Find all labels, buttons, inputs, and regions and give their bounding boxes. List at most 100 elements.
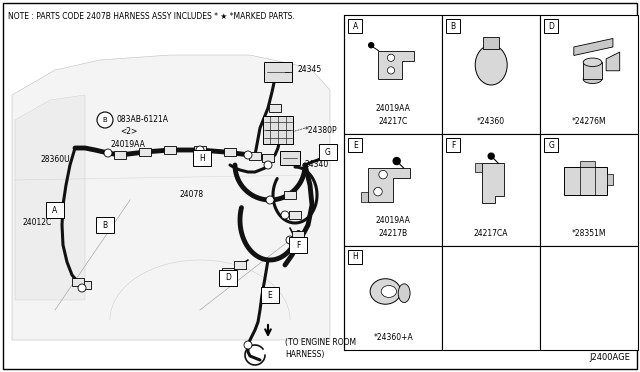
- Bar: [79, 281, 91, 289]
- Bar: [344, 134, 442, 246]
- Bar: [219, 270, 237, 286]
- Text: A: A: [353, 22, 358, 31]
- Text: 24217B: 24217B: [379, 229, 408, 238]
- Bar: [280, 151, 300, 165]
- Text: 24217CA: 24217CA: [474, 229, 508, 238]
- Bar: [193, 150, 211, 166]
- Circle shape: [379, 170, 387, 179]
- Bar: [292, 231, 304, 239]
- Bar: [544, 138, 558, 152]
- Text: F: F: [451, 141, 456, 150]
- Text: 24019AA: 24019AA: [376, 216, 411, 225]
- Bar: [289, 237, 307, 253]
- Text: H: H: [353, 252, 358, 261]
- Text: *28351M: *28351M: [572, 229, 606, 238]
- Text: F: F: [296, 241, 300, 250]
- Text: H: H: [199, 154, 205, 163]
- Circle shape: [281, 211, 289, 219]
- Text: B: B: [102, 117, 108, 123]
- Bar: [544, 19, 558, 33]
- Text: J2400AGE: J2400AGE: [589, 353, 630, 362]
- Bar: [442, 134, 540, 246]
- Bar: [262, 154, 274, 162]
- Text: <2>: <2>: [120, 127, 137, 136]
- Text: NOTE : PARTS CODE 2407B HARNESS ASSY INCLUDES * ★ *MARKED PARTS.: NOTE : PARTS CODE 2407B HARNESS ASSY INC…: [8, 12, 295, 21]
- Bar: [540, 15, 638, 134]
- Ellipse shape: [583, 58, 602, 67]
- Polygon shape: [15, 95, 85, 300]
- Bar: [114, 151, 126, 159]
- Bar: [264, 62, 292, 82]
- Bar: [540, 134, 638, 246]
- Bar: [446, 19, 460, 33]
- Circle shape: [286, 236, 294, 244]
- Bar: [261, 287, 279, 303]
- Text: B: B: [102, 221, 108, 230]
- Circle shape: [488, 153, 494, 159]
- Ellipse shape: [381, 286, 397, 298]
- Polygon shape: [583, 62, 602, 79]
- Bar: [96, 217, 114, 233]
- Bar: [348, 138, 362, 152]
- Bar: [269, 104, 281, 112]
- Polygon shape: [607, 174, 612, 185]
- Ellipse shape: [370, 279, 401, 304]
- Text: A: A: [52, 205, 58, 215]
- Bar: [139, 148, 151, 156]
- Text: 083AB-6121A: 083AB-6121A: [116, 115, 168, 124]
- Text: *24360+A: *24360+A: [373, 333, 413, 342]
- Bar: [483, 37, 499, 49]
- Polygon shape: [606, 52, 620, 71]
- Circle shape: [387, 67, 395, 74]
- Polygon shape: [12, 55, 330, 340]
- Polygon shape: [580, 161, 595, 167]
- Ellipse shape: [583, 75, 602, 84]
- Bar: [222, 268, 234, 276]
- Circle shape: [104, 149, 112, 157]
- Text: 24019AA: 24019AA: [110, 140, 145, 149]
- Text: G: G: [325, 148, 331, 157]
- Polygon shape: [564, 167, 607, 195]
- Text: *24360: *24360: [477, 117, 505, 126]
- Bar: [224, 148, 236, 156]
- Bar: [344, 15, 442, 134]
- Text: 24019AA: 24019AA: [376, 104, 411, 113]
- Bar: [263, 116, 293, 144]
- Text: 24217C: 24217C: [379, 117, 408, 126]
- Circle shape: [264, 161, 272, 169]
- Text: 24012C: 24012C: [22, 218, 51, 227]
- Text: E: E: [353, 141, 358, 150]
- Text: G: G: [548, 141, 554, 150]
- Bar: [540, 246, 638, 350]
- Circle shape: [78, 284, 86, 292]
- Bar: [249, 152, 261, 160]
- Bar: [348, 19, 362, 33]
- Bar: [46, 202, 64, 218]
- Bar: [284, 191, 296, 199]
- Bar: [234, 261, 246, 269]
- Bar: [289, 211, 301, 219]
- Ellipse shape: [475, 45, 507, 85]
- Text: D: D: [548, 22, 554, 31]
- Text: *24380P: *24380P: [305, 126, 338, 135]
- Ellipse shape: [398, 284, 410, 302]
- Bar: [272, 134, 284, 142]
- Polygon shape: [574, 38, 613, 55]
- Bar: [194, 146, 206, 154]
- Text: 28360U: 28360U: [40, 155, 70, 164]
- Bar: [164, 146, 176, 154]
- Circle shape: [393, 158, 400, 164]
- Circle shape: [97, 112, 113, 128]
- Circle shape: [244, 151, 252, 159]
- Text: B: B: [451, 22, 456, 31]
- Bar: [446, 138, 460, 152]
- Text: *24276M: *24276M: [572, 117, 607, 126]
- Bar: [319, 144, 337, 160]
- Bar: [348, 250, 362, 264]
- Circle shape: [244, 341, 252, 349]
- Circle shape: [196, 146, 204, 154]
- Polygon shape: [482, 163, 504, 203]
- Text: (TO ENGINE ROOM: (TO ENGINE ROOM: [285, 338, 356, 347]
- Bar: [264, 124, 276, 132]
- Bar: [442, 15, 540, 134]
